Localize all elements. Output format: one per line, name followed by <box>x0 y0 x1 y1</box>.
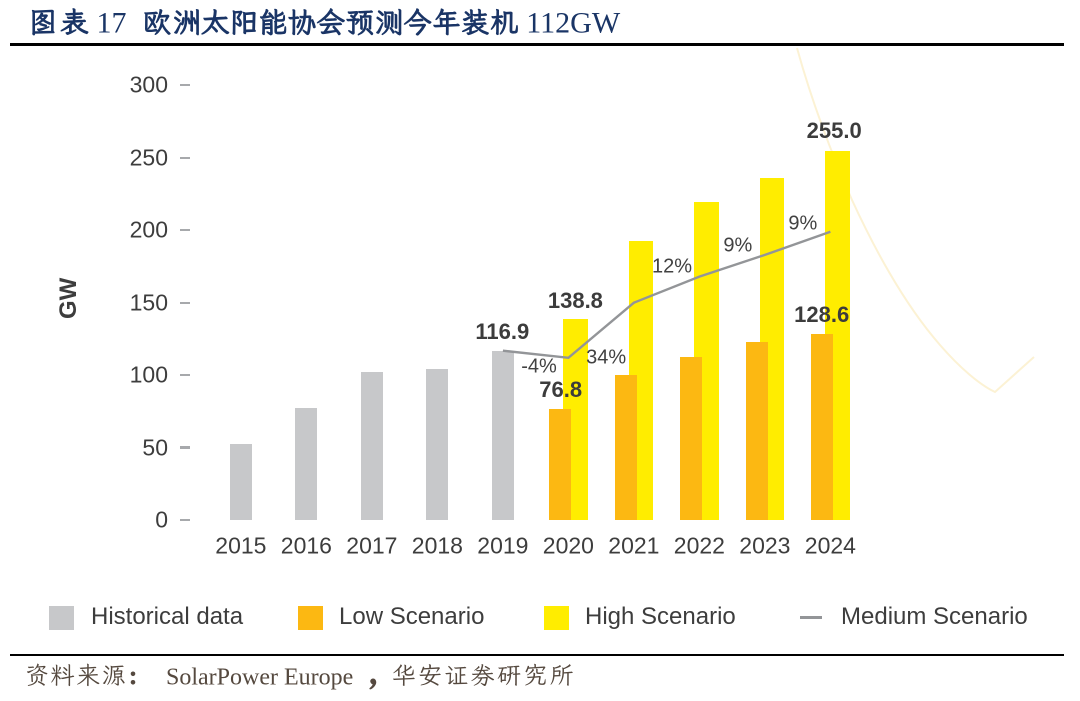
svg-text:SolarPower Europe: SolarPower Europe <box>166 665 353 691</box>
svg-text:112GW: 112GW <box>526 7 621 40</box>
svg-text:17: 17 <box>97 7 127 40</box>
